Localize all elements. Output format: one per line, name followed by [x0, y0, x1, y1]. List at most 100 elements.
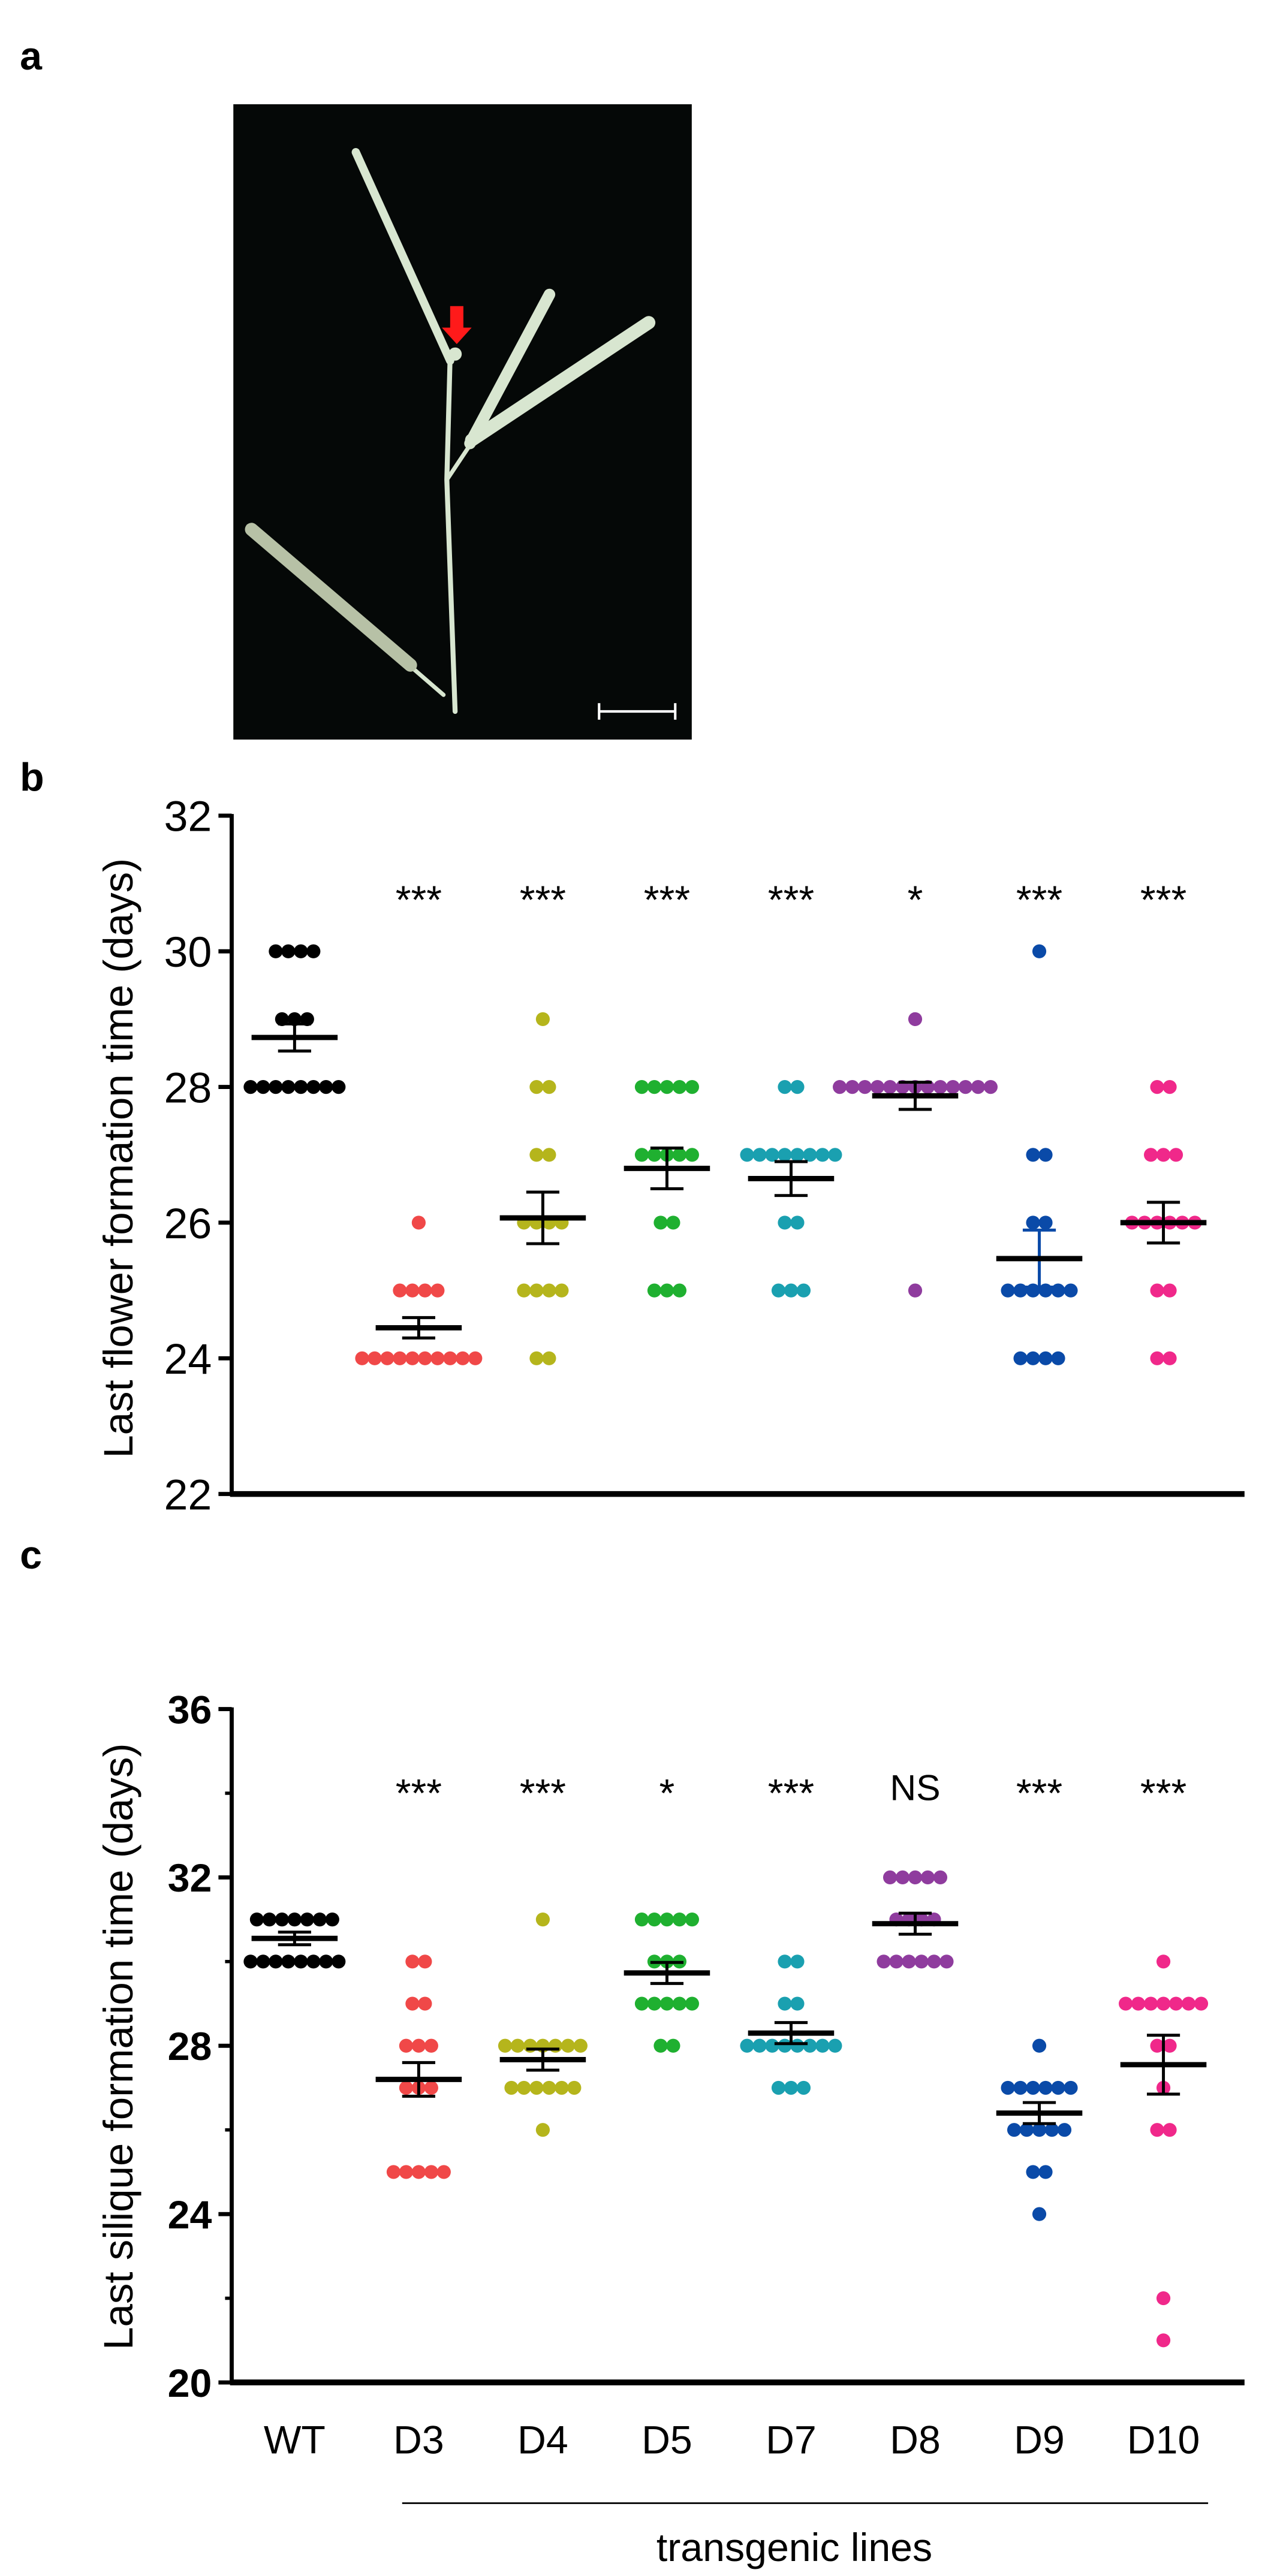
- data-point: [920, 1870, 935, 1884]
- data-point: [287, 1913, 302, 1927]
- data-point: [1032, 944, 1047, 958]
- data-point: [647, 1996, 662, 2011]
- data-point: [535, 1012, 550, 1027]
- group: [499, 1012, 586, 1365]
- data-point: [1032, 2123, 1047, 2137]
- data-point: [1038, 1351, 1053, 1365]
- significance: ***: [768, 878, 814, 922]
- data-point: [424, 2080, 438, 2095]
- data-point: [1007, 2123, 1022, 2137]
- data-point: [803, 2038, 817, 2053]
- data-point: [983, 1080, 998, 1094]
- group: [375, 1954, 462, 2179]
- data-point: [752, 1148, 767, 1162]
- data-point: [542, 1148, 556, 1162]
- data-point: [1001, 1283, 1015, 1298]
- data-point: [555, 2080, 569, 2095]
- data-point: [281, 1080, 296, 1094]
- data-point: [529, 1080, 544, 1094]
- data-point: [468, 1351, 483, 1365]
- data-point: [1162, 1351, 1177, 1365]
- data-point: [672, 1080, 687, 1094]
- data-point: [418, 1954, 432, 1969]
- y-tick-label: 32: [168, 1856, 212, 1901]
- data-point: [945, 1080, 960, 1094]
- data-point: [659, 1913, 674, 1927]
- data-point: [672, 1996, 687, 2011]
- data-point: [740, 2038, 754, 2053]
- data-point: [443, 1351, 457, 1365]
- data-point: [269, 1080, 283, 1094]
- data-point: [306, 1954, 321, 1969]
- data-point: [548, 2038, 562, 2053]
- data-point: [685, 1148, 699, 1162]
- data-point: [908, 1283, 923, 1298]
- photo: [233, 104, 692, 740]
- data-point: [1162, 2123, 1177, 2137]
- data-point: [355, 1351, 369, 1365]
- data-point: [399, 2080, 413, 2095]
- significance: NS: [890, 1767, 940, 1808]
- data-point: [542, 1283, 556, 1298]
- data-point: [927, 1954, 941, 1969]
- group: [833, 1012, 998, 1298]
- data-point: [504, 2080, 519, 2095]
- data-point: [1156, 1996, 1171, 2011]
- group: [1120, 1080, 1207, 1365]
- data-point: [1032, 2207, 1047, 2221]
- data-point: [542, 1080, 556, 1094]
- group: [355, 1215, 483, 1365]
- significance: ***: [768, 1771, 814, 1815]
- data-point: [332, 1954, 346, 1969]
- data-point: [1038, 1148, 1053, 1162]
- group: [624, 1913, 710, 2053]
- data-point: [275, 1913, 289, 1927]
- data-point: [1026, 2165, 1040, 2179]
- data-point: [1168, 1996, 1183, 2011]
- data-point: [1026, 1148, 1040, 1162]
- data-point: [883, 1080, 897, 1094]
- x-tick-label: D4: [517, 2418, 568, 2463]
- plant: [245, 148, 656, 714]
- data-point: [796, 2080, 811, 2095]
- data-point: [659, 1283, 674, 1298]
- data-point: [1156, 1148, 1171, 1162]
- data-point: [529, 1351, 544, 1365]
- data-point: [939, 1954, 954, 1969]
- data-point: [902, 1954, 916, 1969]
- data-point: [411, 2165, 426, 2179]
- data-point: [542, 2080, 556, 2095]
- data-point: [672, 1283, 687, 1298]
- data-point: [430, 1351, 445, 1365]
- x-tick-label: D7: [766, 2418, 817, 2463]
- data-point: [332, 1080, 346, 1094]
- data-point: [319, 1954, 333, 1969]
- data-point: [752, 2038, 767, 2053]
- data-point: [386, 2165, 401, 2179]
- data-point: [294, 1954, 308, 1969]
- data-point: [685, 1996, 699, 2011]
- data-point: [1064, 2080, 1078, 2095]
- data-point: [1001, 2080, 1015, 2095]
- y-tick-label: 28: [168, 2025, 212, 2069]
- data-point: [647, 1080, 662, 1094]
- data-point: [634, 1913, 649, 1927]
- data-point: [411, 2038, 426, 2053]
- data-point: [1026, 1351, 1040, 1365]
- data-point: [393, 1283, 407, 1298]
- data-point: [1150, 1080, 1164, 1094]
- data-point: [517, 2080, 531, 2095]
- data-point: [765, 1148, 779, 1162]
- data-point: [418, 1996, 432, 2011]
- data-point: [1064, 1283, 1078, 1298]
- data-point: [1013, 1351, 1028, 1365]
- data-point: [1194, 1996, 1209, 2011]
- data-point: [1144, 1148, 1158, 1162]
- data-point: [430, 1283, 445, 1298]
- data-point: [653, 1215, 668, 1230]
- data-point: [784, 2080, 799, 2095]
- data-point: [778, 1954, 792, 1969]
- y-axis-label: Last silique formation time (days): [95, 1743, 141, 2349]
- group: [243, 944, 346, 1094]
